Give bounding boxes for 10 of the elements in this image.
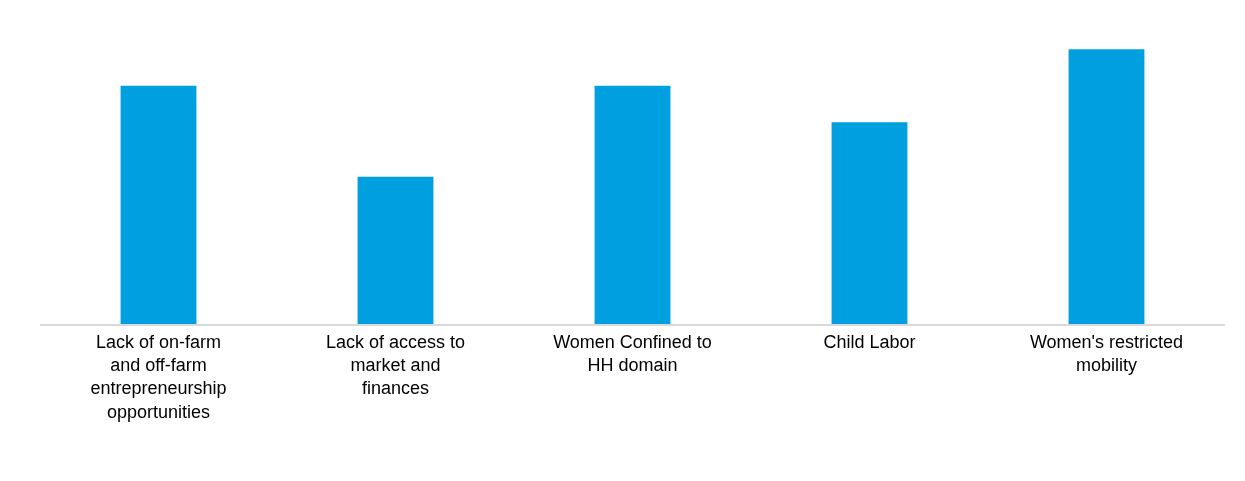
x-tick-label: Lack of on-farm and off-farm entrepreneurship opportunities [90,331,227,422]
x-tick-label: Women Confined to HH domain [553,331,712,375]
bar [831,122,908,324]
x-tick-label: Lack of access to market and finances [325,331,466,399]
bar [357,176,434,324]
bar [1068,49,1145,324]
x-tick-label: Child Labor [823,331,916,352]
bar [120,85,197,324]
x-tick-label: Women's restricted mobility [1029,331,1184,375]
bar [594,85,671,324]
